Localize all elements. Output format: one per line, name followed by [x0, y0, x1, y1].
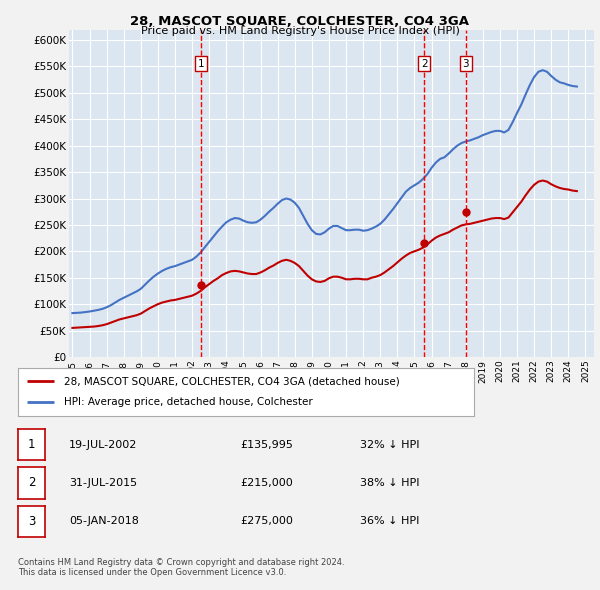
Text: 28, MASCOT SQUARE, COLCHESTER, CO4 3GA (detached house): 28, MASCOT SQUARE, COLCHESTER, CO4 3GA (…	[64, 376, 400, 386]
Text: 1: 1	[28, 438, 35, 451]
Text: 31-JUL-2015: 31-JUL-2015	[69, 478, 137, 488]
Text: HPI: Average price, detached house, Colchester: HPI: Average price, detached house, Colc…	[64, 398, 313, 408]
Text: 3: 3	[28, 514, 35, 528]
Text: Price paid vs. HM Land Registry's House Price Index (HPI): Price paid vs. HM Land Registry's House …	[140, 26, 460, 36]
Text: 36% ↓ HPI: 36% ↓ HPI	[360, 516, 419, 526]
Text: 28, MASCOT SQUARE, COLCHESTER, CO4 3GA: 28, MASCOT SQUARE, COLCHESTER, CO4 3GA	[131, 15, 470, 28]
Text: £135,995: £135,995	[240, 440, 293, 450]
Text: £275,000: £275,000	[240, 516, 293, 526]
Text: £215,000: £215,000	[240, 478, 293, 488]
Text: 2: 2	[421, 59, 428, 69]
Text: 3: 3	[463, 59, 469, 69]
Text: 05-JAN-2018: 05-JAN-2018	[69, 516, 139, 526]
Text: Contains HM Land Registry data © Crown copyright and database right 2024.
This d: Contains HM Land Registry data © Crown c…	[18, 558, 344, 577]
Text: 19-JUL-2002: 19-JUL-2002	[69, 440, 137, 450]
Text: 1: 1	[198, 59, 205, 69]
Text: 32% ↓ HPI: 32% ↓ HPI	[360, 440, 419, 450]
Text: 38% ↓ HPI: 38% ↓ HPI	[360, 478, 419, 488]
Text: 2: 2	[28, 476, 35, 490]
